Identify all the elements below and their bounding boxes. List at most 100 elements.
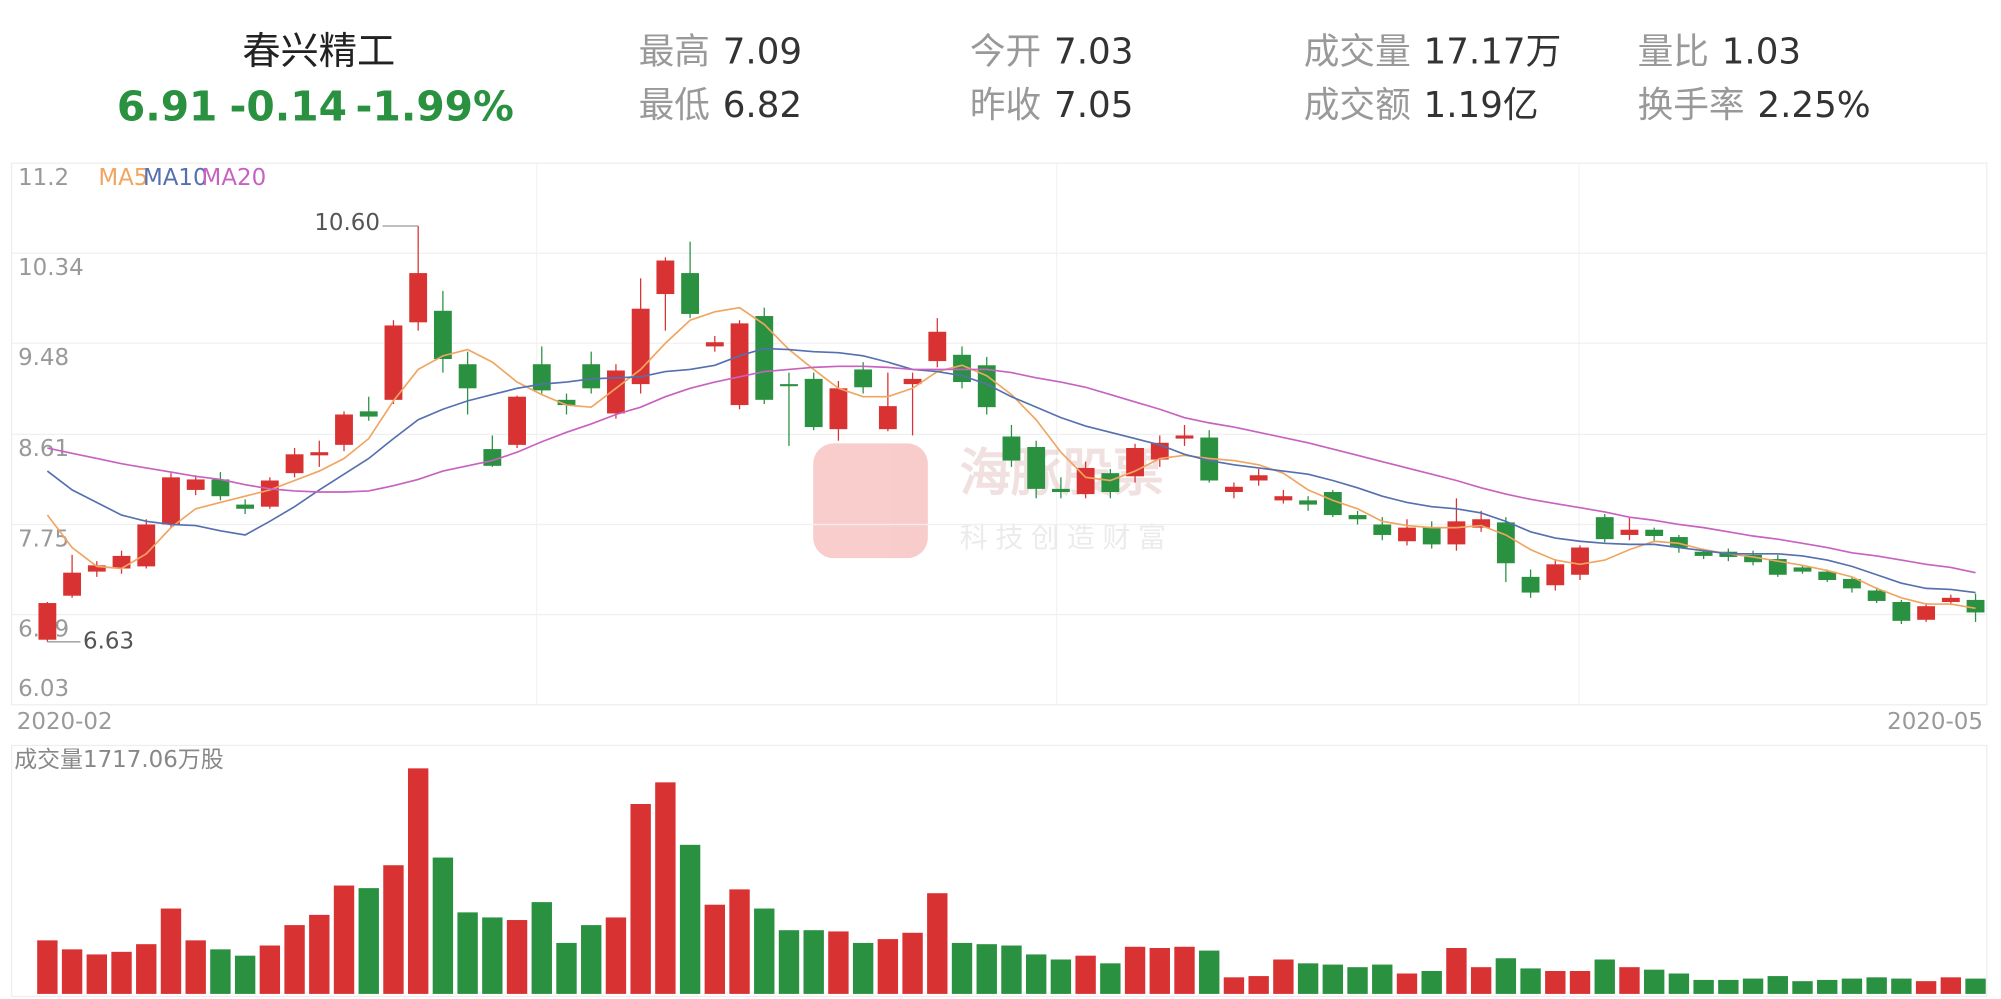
candle-body [310, 452, 329, 456]
candle-body [607, 370, 625, 414]
volume-bar [655, 782, 676, 994]
low-label: 6.63 [83, 628, 134, 654]
stat-value: 1.03 [1722, 32, 1801, 73]
volume-bar [531, 902, 552, 994]
volume-bar [754, 908, 775, 994]
candle-body [1422, 527, 1441, 545]
candle-body [186, 479, 205, 490]
candle-body [409, 273, 428, 323]
candle-body [582, 364, 601, 389]
candle-body [260, 480, 279, 507]
volume-bar [1495, 958, 1517, 994]
candle-body [87, 565, 106, 572]
candle-body [1398, 527, 1416, 542]
candle-body [681, 273, 700, 314]
candle-body [1348, 515, 1367, 520]
candle-body [1051, 488, 1070, 493]
candle-body [755, 316, 774, 400]
candle-body [483, 449, 502, 466]
candle-body [1793, 567, 1812, 572]
candle-body [1941, 597, 1960, 602]
candle-body [1867, 590, 1886, 601]
stat-label: 成交额 [1304, 85, 1411, 126]
candle-body [384, 325, 403, 400]
y-tick-label: 11.2 [18, 165, 69, 191]
volume-bar [1075, 955, 1096, 994]
candle-body [1101, 473, 1120, 493]
candle-body [335, 414, 353, 445]
stat-value: 2.25% [1757, 85, 1870, 126]
volume-bar [729, 889, 750, 994]
stat-value: 1.19亿 [1424, 85, 1539, 126]
volume-bar [259, 945, 281, 994]
stat-label: 量比 [1638, 32, 1709, 73]
volume-bar [1718, 979, 1739, 994]
volume-bar [457, 912, 478, 994]
candle-body [1323, 492, 1342, 516]
stat-value: 7.09 [723, 32, 802, 73]
volume-bar [1619, 967, 1640, 994]
volume-bar [1643, 969, 1665, 994]
watermark: 海豚股票 科技创造财富 [813, 443, 1174, 559]
volume-bar [1174, 946, 1195, 994]
volume-bar [1569, 971, 1591, 994]
volume-bar [679, 844, 701, 994]
candle-body [285, 454, 304, 474]
volume-bar [1124, 946, 1146, 994]
candle-body [1595, 517, 1614, 540]
candle-body [1768, 559, 1787, 575]
candle-body [1546, 564, 1565, 586]
volume-bar [877, 939, 899, 994]
candle-body [1002, 436, 1021, 461]
volume-bar [136, 944, 157, 994]
candle-body [854, 369, 873, 388]
legend-entry: MA5 [98, 165, 148, 191]
volume-bar [605, 917, 627, 994]
candle-body [1620, 529, 1639, 535]
high-label: 10.60 [314, 210, 380, 236]
candle-body [804, 378, 823, 428]
volume-bar [630, 804, 651, 994]
volume-bar [803, 930, 824, 994]
candle-body [705, 342, 724, 347]
candle-body [1843, 578, 1861, 589]
candle-body [508, 396, 526, 445]
volume-bar [581, 925, 602, 994]
volume-bar [482, 917, 503, 994]
candle-body [532, 364, 551, 391]
volume-bar [407, 768, 429, 994]
volume-bar [333, 885, 355, 994]
volume-bar [37, 940, 58, 994]
volume-bar [1693, 979, 1714, 994]
candle-body [1076, 467, 1095, 495]
volume-bar [1520, 968, 1541, 994]
candle-body [1669, 537, 1688, 548]
volume-bar [309, 914, 330, 994]
candle-body [1694, 551, 1713, 556]
volume-bar [1273, 959, 1294, 994]
x-tick-label: 2020-05 [1887, 709, 1983, 735]
volume-bar [1025, 954, 1047, 994]
volume-panel [11, 744, 1988, 998]
candle-body [1892, 601, 1911, 621]
volume-bar [1767, 976, 1788, 994]
y-tick-label: 7.75 [18, 526, 69, 552]
candle-body [1496, 522, 1515, 564]
candle-body [878, 406, 897, 430]
candle-body [1571, 547, 1589, 575]
candle-body [1818, 571, 1837, 581]
change: -0.14 [229, 83, 347, 131]
candle-body [1175, 435, 1194, 439]
volume-bar [1223, 977, 1245, 994]
watermark-slogan: 科技创造财富 [960, 521, 1174, 554]
stat-label: 换手率 [1638, 85, 1745, 126]
candle-body [1027, 446, 1046, 489]
candle-body [1472, 519, 1491, 528]
stat-label: 成交量 [1304, 32, 1411, 73]
legend-entry: MA20 [202, 165, 267, 191]
volume-bar [704, 904, 726, 994]
stat-label: 最低 [639, 85, 710, 126]
volume-bar [1446, 948, 1467, 994]
candle-body [656, 260, 675, 295]
volume-bar [1149, 948, 1170, 994]
